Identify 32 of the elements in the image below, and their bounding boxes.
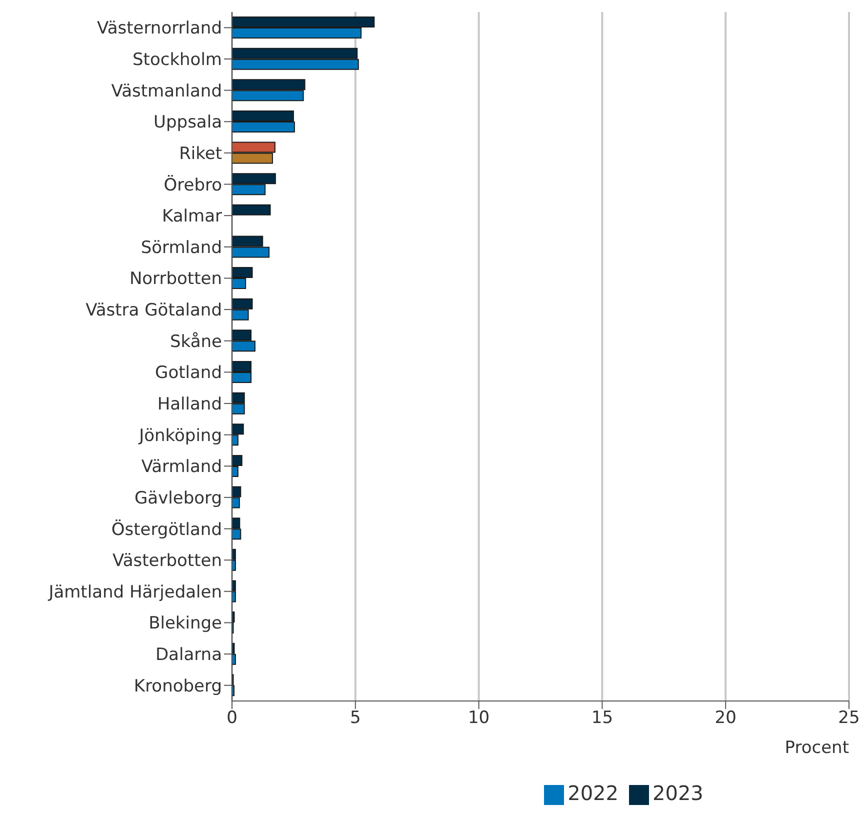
y-tick-label: Östergötland <box>111 518 222 540</box>
y-tick-label: Blekinge <box>148 614 222 634</box>
bar <box>232 204 271 216</box>
legend-label: 2023 <box>652 781 704 805</box>
y-tick-label: Kronoberg <box>134 676 222 696</box>
x-tick-label: 15 <box>591 708 614 728</box>
y-tick-label: Jämtland Härjedalen <box>48 582 222 602</box>
x-tick-label: 0 <box>226 708 238 728</box>
y-tick-label: Gotland <box>155 363 222 384</box>
y-tick-label: Västra Götaland <box>86 300 222 321</box>
y-tick-label: Jönköping <box>138 426 222 446</box>
y-tick-label: Örebro <box>164 174 222 196</box>
y-tick-label: Halland <box>157 394 222 415</box>
y-tick-label: Uppsala <box>154 112 222 133</box>
x-tick-label: 25 <box>838 708 860 728</box>
y-tick-label: Västernorrland <box>97 18 222 39</box>
y-tick-label: Stockholm <box>132 50 222 70</box>
y-tick-label: Gävleborg <box>134 488 222 508</box>
y-tick-label: Skåne <box>170 332 222 352</box>
x-tick-label: 5 <box>350 708 361 728</box>
y-tick-label: Värmland <box>141 457 222 478</box>
y-tick-label: Norrbotten <box>129 269 222 290</box>
y-tick-label: Västmanland <box>111 81 222 102</box>
y-tick-label: Riket <box>179 144 222 164</box>
x-tick-label: 10 <box>468 708 490 728</box>
y-tick-label: Dalarna <box>155 645 222 666</box>
legend-label: 2022 <box>568 781 618 805</box>
y-tick-label: Sörmland <box>140 238 222 258</box>
x-tick-label: 20 <box>714 708 736 728</box>
y-tick-label: Västerbotten <box>112 551 222 572</box>
x-axis-title: Procent <box>784 738 850 758</box>
y-tick-label: Kalmar <box>162 206 222 227</box>
